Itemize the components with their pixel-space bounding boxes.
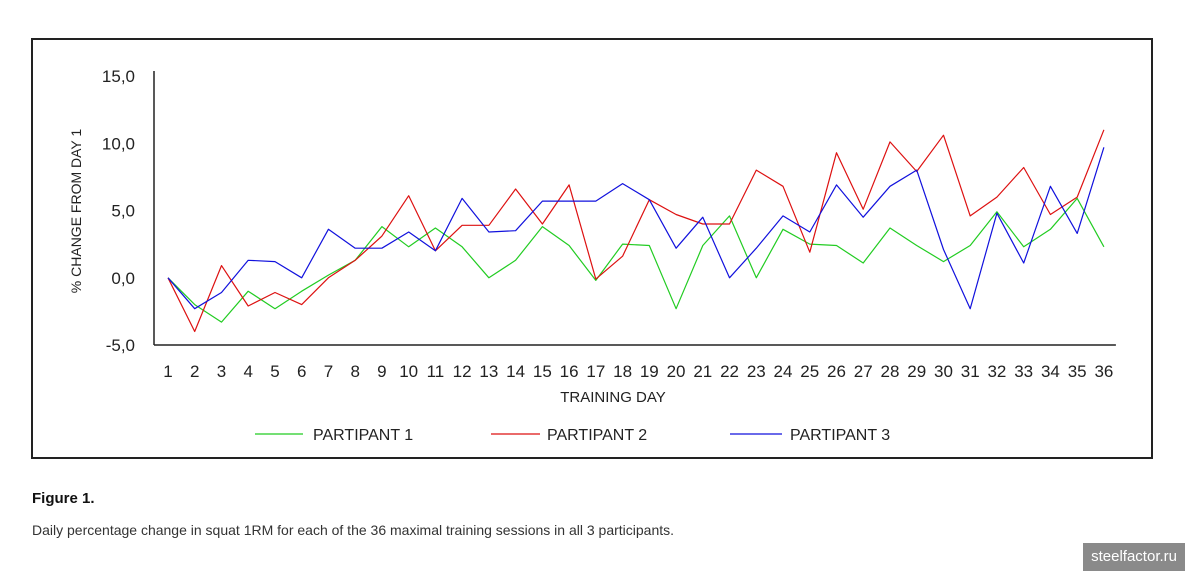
x-tick-label: 4: [243, 362, 252, 381]
x-tick-label: 16: [560, 362, 579, 381]
y-tick-label: 5,0: [111, 202, 135, 221]
series-lines: [167, 129, 1105, 333]
legend-label-1: PARTIPANT 1: [313, 427, 413, 444]
chart-frame: 15,0 10,0 5,0 0,0 -5,0 1 2 3 4 5 6 7 8 9 10 11 12 13 14 15 1…: [31, 38, 1153, 459]
x-tick-label: 5: [270, 362, 279, 381]
x-tick-label: 14: [506, 362, 525, 381]
series-line-3: [167, 147, 1105, 310]
x-tick-label: 28: [881, 362, 900, 381]
x-tick-label: 19: [640, 362, 659, 381]
y-tick-label: -5,0: [106, 336, 135, 355]
legend-label-3: PARTIPANT 3: [790, 427, 890, 444]
axes: 15,010,05,00,0-5,01 2 3 4 5 6 7 8 9 10 11 12 13 14 15 1…: [68, 67, 1116, 406]
x-tick-label: 18: [613, 362, 632, 381]
x-axis-title: TRAINING DAY: [560, 389, 666, 406]
x-tick-label: 2: [190, 362, 199, 381]
x-tick-label: 23: [747, 362, 766, 381]
x-tick-label: 35: [1068, 362, 1087, 381]
x-tick-label: 24: [774, 362, 793, 381]
x-tick-label: 1: [163, 362, 172, 381]
x-tick-label: 36: [1094, 362, 1113, 381]
figure-caption: Daily percentage change in squat 1RM for…: [32, 522, 675, 538]
x-tick-label: 17: [586, 362, 605, 381]
series-line-2: [167, 129, 1105, 333]
legend-label-2: PARTIPANT 2: [547, 427, 647, 444]
y-tick-label: 15,0: [102, 67, 135, 86]
x-tick-label: 6: [297, 362, 306, 381]
x-tick-label: 9: [377, 362, 386, 381]
watermark: steelfactor.ru: [1083, 543, 1185, 571]
x-tick-label: 22: [720, 362, 739, 381]
x-tick-label: 8: [350, 362, 359, 381]
x-tick-label: 29: [907, 362, 926, 381]
x-tick-label: 13: [479, 362, 498, 381]
x-tick-label: 7: [324, 362, 333, 381]
x-tick-label: 33: [1014, 362, 1033, 381]
x-tick-label: 30: [934, 362, 953, 381]
x-tick-label: 26: [827, 362, 846, 381]
y-axis-title: % CHANGE FROM DAY 1: [68, 129, 84, 294]
x-tick-label: 31: [961, 362, 980, 381]
line-chart: 15,010,05,00,0-5,01 2 3 4 5 6 7 8 9 10 11 12 13 14 15 1…: [68, 67, 1116, 444]
x-tick-label: 10: [399, 362, 418, 381]
x-tick-label: 20: [667, 362, 686, 381]
x-tick-label: 21: [693, 362, 712, 381]
x-tick-label: 11: [427, 362, 445, 381]
x-tick-label: 3: [217, 362, 226, 381]
x-tick-label: 15: [533, 362, 552, 381]
y-tick-label: 10,0: [102, 134, 135, 153]
legend: PARTIPANT 1 PARTIPANT 2 PARTIPANT 3: [255, 427, 890, 444]
x-tick-label: 32: [987, 362, 1006, 381]
x-tick-label: 27: [854, 362, 873, 381]
figure-title: Figure 1.: [32, 490, 95, 507]
x-tick-label: 34: [1041, 362, 1060, 381]
y-tick-label: 0,0: [111, 269, 135, 288]
series-line-1: [167, 197, 1105, 323]
x-tick-label: 25: [800, 362, 819, 381]
x-tick-label: 12: [453, 362, 472, 381]
